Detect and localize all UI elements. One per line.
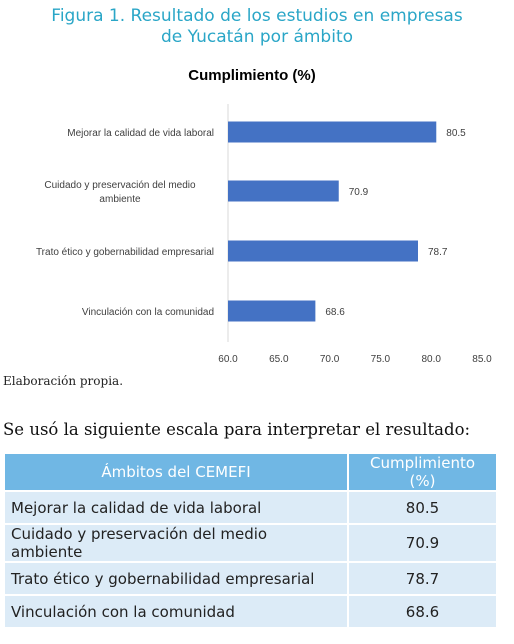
bar-value-label: 80.5	[446, 128, 466, 139]
table-cell-ambito: Cuidado y preservación del medio ambient…	[3, 523, 349, 563]
x-tick-label: 70.0	[320, 354, 340, 365]
bar	[228, 121, 437, 143]
figure-title: Figura 1. Resultado de los estudios en e…	[0, 6, 514, 48]
category-label: ambiente	[99, 194, 141, 205]
scale-table: Ámbitos del CEMEFI Cumplimiento (%) Mejo…	[3, 452, 498, 629]
x-tick-label: 75.0	[371, 354, 391, 365]
intro-text: Se usó la siguiente escala para interpre…	[3, 420, 471, 439]
bar	[228, 240, 418, 262]
table-cell-ambito: Vinculación con la comunidad	[3, 594, 349, 629]
table-row: Cuidado y preservación del medio ambient…	[3, 523, 498, 563]
x-tick-label: 85.0	[472, 354, 492, 365]
x-tick-label: 65.0	[269, 354, 289, 365]
x-tick-label: 80.0	[421, 354, 441, 365]
table-cell-value: 80.5	[347, 490, 498, 525]
chart-marks: 80.5 Mejorar la calidad de vida laboral 70…	[36, 104, 492, 365]
bar-value-label: 78.7	[428, 247, 448, 258]
table-header-cumplimiento: Cumplimiento (%)	[347, 452, 498, 492]
figure-title-line-2: de Yucatán por ámbito	[160, 27, 354, 47]
table-cell-ambito: Mejorar la calidad de vida laboral	[3, 490, 349, 525]
bar	[228, 180, 339, 202]
category-label: Mejorar la calidad de vida laboral	[67, 128, 214, 139]
category-label: Vinculación con la comunidad	[82, 307, 214, 318]
table-cell-ambito: Trato ético y gobernabilidad empresarial	[3, 561, 349, 596]
table-cell-value: 70.9	[347, 523, 498, 563]
bar-chart: Cumplimiento (%) 80.5 Mejorar la calidad …	[36, 67, 492, 365]
table-header-ambitos: Ámbitos del CEMEFI	[3, 452, 349, 492]
table-cell-value: 78.7	[347, 561, 498, 596]
category-label: Trato ético y gobernabilidad empresarial	[36, 247, 214, 258]
table-cell-value: 68.6	[347, 594, 498, 629]
category-label: Cuidado y preservación del medio	[44, 180, 196, 191]
chart-title: Cumplimiento (%)	[188, 67, 316, 84]
bar-value-label: 68.6	[325, 307, 345, 318]
table-header-row: Ámbitos del CEMEFI Cumplimiento (%)	[3, 452, 498, 492]
bar	[228, 300, 316, 322]
figure-title-line-1: Figura 1. Resultado de los estudios en e…	[51, 6, 463, 26]
bar-value-label: 70.9	[349, 187, 369, 198]
x-tick-label: 60.0	[218, 354, 238, 365]
table-row: Vinculación con la comunidad 68.6	[3, 594, 498, 629]
source-note: Elaboración propia.	[3, 374, 124, 388]
table-row: Mejorar la calidad de vida laboral 80.5	[3, 490, 498, 525]
table-row: Trato ético y gobernabilidad empresarial…	[3, 561, 498, 596]
